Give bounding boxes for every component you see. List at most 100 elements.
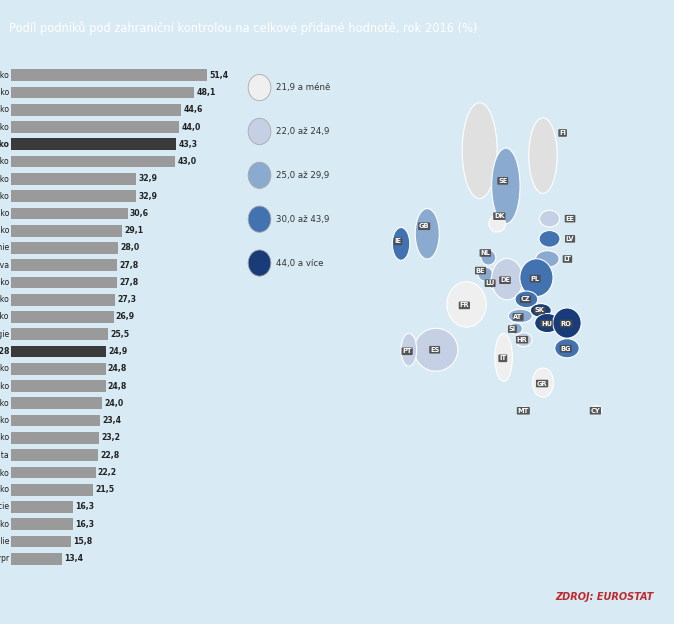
- Text: IE: IE: [394, 238, 402, 245]
- Text: Francie: Francie: [0, 502, 9, 512]
- Text: Lucembursko: Lucembursko: [0, 105, 9, 114]
- Text: BE: BE: [476, 268, 485, 273]
- Text: 16,3: 16,3: [75, 502, 94, 512]
- Text: 21,5: 21,5: [95, 485, 115, 494]
- Bar: [11, 225, 122, 236]
- Text: Velká Británie: Velká Británie: [0, 243, 9, 253]
- Circle shape: [248, 206, 271, 232]
- Text: FR: FR: [460, 303, 469, 308]
- Text: Řecko: Řecko: [0, 520, 9, 529]
- Text: 23,4: 23,4: [102, 416, 121, 425]
- Text: EE: EE: [565, 216, 574, 222]
- Bar: [11, 173, 136, 185]
- Ellipse shape: [536, 251, 559, 267]
- Text: 25,0 až 29,9: 25,0 až 29,9: [276, 171, 330, 180]
- Bar: [11, 415, 100, 426]
- Text: Česko: Česko: [0, 140, 9, 149]
- Bar: [11, 156, 175, 167]
- Ellipse shape: [392, 228, 410, 260]
- Text: Španělsko: Španělsko: [0, 467, 9, 477]
- Text: 15,8: 15,8: [73, 537, 92, 546]
- Text: 29,1: 29,1: [124, 226, 144, 235]
- Ellipse shape: [515, 291, 538, 308]
- Text: MT: MT: [518, 407, 529, 414]
- Circle shape: [248, 162, 271, 188]
- Text: 24,0: 24,0: [104, 399, 124, 408]
- Text: Polsko: Polsko: [0, 209, 9, 218]
- Bar: [11, 519, 73, 530]
- Bar: [11, 311, 113, 323]
- Bar: [11, 260, 117, 271]
- Text: Estonsko: Estonsko: [0, 364, 9, 373]
- Ellipse shape: [447, 281, 486, 327]
- Text: AT: AT: [514, 314, 523, 320]
- Text: 26,9: 26,9: [116, 313, 135, 321]
- Bar: [11, 553, 62, 565]
- Ellipse shape: [520, 259, 553, 296]
- Ellipse shape: [539, 230, 560, 247]
- Text: 16,3: 16,3: [75, 520, 94, 529]
- Text: Rakousko: Rakousko: [0, 278, 9, 287]
- Ellipse shape: [555, 339, 579, 358]
- Text: GR: GR: [537, 381, 547, 386]
- Text: Podíl podniků pod zahraniční kontrolou na celkové přidané hodnotě, rok 2016 (%): Podíl podniků pod zahraniční kontrolou n…: [9, 21, 477, 35]
- Text: Nizozemsko: Nizozemsko: [0, 226, 9, 235]
- Text: 27,3: 27,3: [117, 295, 136, 305]
- Ellipse shape: [539, 210, 559, 227]
- Bar: [11, 346, 106, 358]
- Ellipse shape: [489, 215, 506, 232]
- Ellipse shape: [532, 368, 553, 397]
- Text: Finsko: Finsko: [0, 433, 9, 442]
- Text: Itálie: Itálie: [0, 537, 9, 546]
- Text: EU28: EU28: [0, 347, 9, 356]
- Bar: [11, 397, 102, 409]
- Text: CY: CY: [590, 407, 601, 414]
- Text: 32,9: 32,9: [139, 174, 158, 183]
- Bar: [11, 432, 99, 444]
- Text: 44,0 a více: 44,0 a více: [276, 258, 324, 268]
- Text: DK: DK: [494, 213, 505, 219]
- Ellipse shape: [414, 328, 458, 371]
- Text: ES: ES: [430, 347, 439, 353]
- Bar: [11, 484, 93, 495]
- Text: Svédsko: Svédsko: [0, 313, 9, 321]
- Bar: [11, 380, 106, 392]
- Text: 43,3: 43,3: [179, 140, 197, 149]
- Text: FI: FI: [559, 130, 566, 136]
- Ellipse shape: [478, 267, 493, 281]
- Text: HR: HR: [517, 337, 527, 343]
- Text: Portugalsko: Portugalsko: [0, 399, 9, 408]
- Ellipse shape: [516, 333, 532, 347]
- Circle shape: [248, 74, 271, 100]
- Text: 28,0: 28,0: [120, 243, 140, 253]
- Text: Litva: Litva: [0, 261, 9, 270]
- Ellipse shape: [520, 406, 528, 414]
- Ellipse shape: [489, 279, 498, 289]
- Text: IT: IT: [499, 355, 506, 361]
- Text: 13,4: 13,4: [64, 554, 84, 563]
- Text: PL: PL: [530, 276, 540, 281]
- Text: 27,8: 27,8: [119, 261, 138, 270]
- Bar: [11, 242, 118, 254]
- Bar: [11, 294, 115, 306]
- Text: 22,8: 22,8: [100, 451, 119, 460]
- Ellipse shape: [491, 258, 523, 300]
- Text: SK: SK: [534, 308, 545, 313]
- Text: Malta: Malta: [0, 451, 9, 460]
- Text: 51,4: 51,4: [210, 71, 228, 80]
- Text: GB: GB: [419, 223, 429, 229]
- Bar: [11, 87, 195, 99]
- Bar: [11, 328, 109, 340]
- Ellipse shape: [530, 304, 551, 317]
- Text: HU: HU: [541, 321, 552, 326]
- Text: ZDROJ: EUROSTAT: ZDROJ: EUROSTAT: [555, 592, 654, 602]
- Bar: [11, 467, 96, 478]
- Circle shape: [248, 250, 271, 276]
- Ellipse shape: [529, 118, 557, 193]
- Text: 30,6: 30,6: [130, 209, 149, 218]
- Bar: [11, 190, 136, 202]
- Text: 32,9: 32,9: [139, 192, 158, 201]
- Text: Belgie: Belgie: [0, 329, 9, 339]
- Text: SE: SE: [498, 178, 508, 184]
- Circle shape: [248, 119, 271, 145]
